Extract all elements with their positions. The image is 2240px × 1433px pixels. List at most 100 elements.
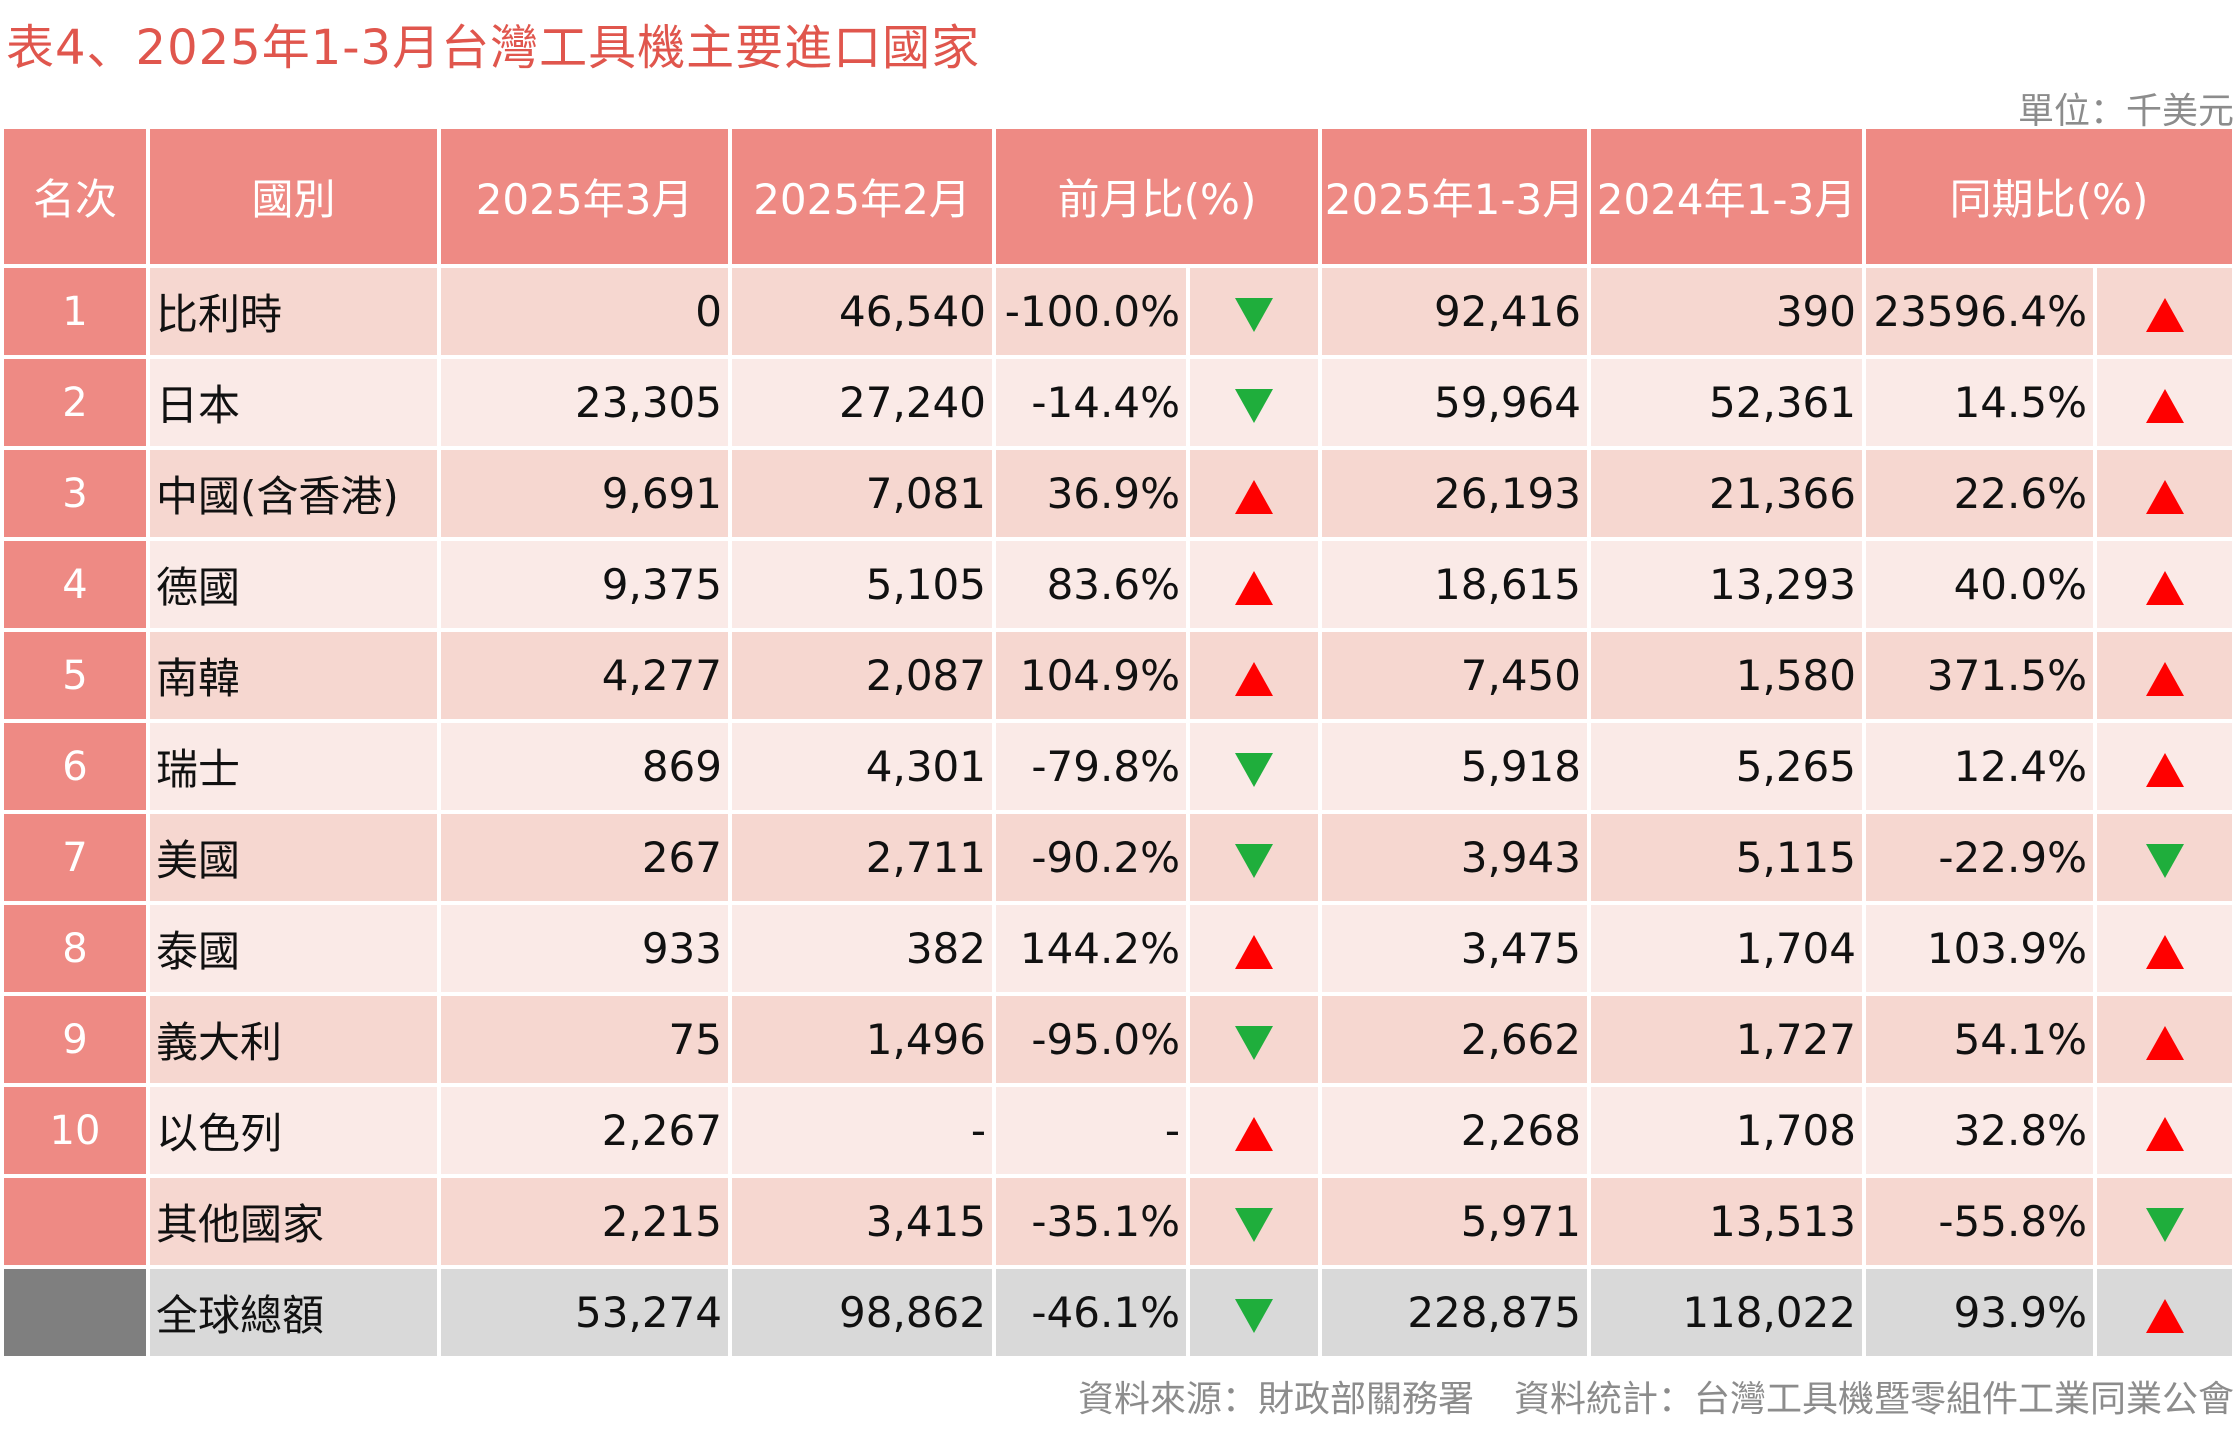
table-row: 6 瑞士 869 4,301 -79.8% 5,918 5,265 12.4% (4, 723, 2236, 814)
feb2025-cell: - (732, 1087, 996, 1178)
mar2025-cell: 9,375 (441, 541, 732, 632)
arrow-up-icon (2145, 297, 2184, 332)
import-countries-table: 名次 國別 2025年3月 2025年2月 前月比(%) 2025年1-3月 2… (4, 129, 2236, 1360)
table-row: 其他國家 2,215 3,415 -35.1% 5,971 13,513 -55.8% (4, 1178, 2236, 1269)
mar2025-cell: 23,305 (441, 359, 732, 450)
source-text: 資料來源：財政部關務署 (1077, 1379, 1474, 1420)
table-row: 1 比利時 0 46,540 -100.0% 92,416 390 23596.4% (4, 268, 2236, 359)
mom-arrow (1190, 905, 1322, 996)
table-row: 7 美國 267 2,711 -90.2% 3,943 5,115 -22.9% (4, 814, 2236, 905)
arrow-up-icon (1235, 661, 1273, 696)
mar2025-cell: 267 (441, 814, 732, 905)
rank-cell: 10 (4, 1087, 150, 1178)
table-title: 表4、2025年1-3月台灣工具機主要進口國家 (6, 20, 981, 76)
mar2025-cell: 2,215 (441, 1178, 732, 1269)
rank-cell (4, 1269, 150, 1360)
yoy-arrow (2097, 723, 2236, 814)
feb2025-cell: 3,415 (732, 1178, 996, 1269)
yoy-cell: 23596.4% (1866, 268, 2097, 359)
q1-2024-cell: 21,366 (1591, 450, 1866, 541)
yoy-cell: -55.8% (1866, 1178, 2097, 1269)
country-cell: 南韓 (150, 632, 441, 723)
mom-arrow (1190, 996, 1322, 1087)
header-q1-2025: 2025年1-3月 (1322, 129, 1591, 268)
arrow-down-icon (2145, 1207, 2184, 1242)
q1-2024-cell: 5,265 (1591, 723, 1866, 814)
q1-2025-cell: 228,875 (1322, 1269, 1591, 1360)
yoy-cell: -22.9% (1866, 814, 2097, 905)
rank-cell: 6 (4, 723, 150, 814)
q1-2024-cell: 1,708 (1591, 1087, 1866, 1178)
mom-arrow (1190, 359, 1322, 450)
arrow-down-icon (1235, 1298, 1273, 1333)
arrow-up-icon (2145, 570, 2184, 605)
yoy-arrow (2097, 541, 2236, 632)
yoy-cell: 93.9% (1866, 1269, 2097, 1360)
country-cell: 以色列 (150, 1087, 441, 1178)
yoy-cell: 22.6% (1866, 450, 2097, 541)
header-mom: 前月比(%) (996, 129, 1322, 268)
mar2025-cell: 933 (441, 905, 732, 996)
feb2025-cell: 1,496 (732, 996, 996, 1087)
q1-2025-cell: 3,943 (1322, 814, 1591, 905)
q1-2024-cell: 390 (1591, 268, 1866, 359)
arrow-up-icon (2145, 1025, 2184, 1060)
yoy-arrow (2097, 450, 2236, 541)
mom-cell: 144.2% (996, 905, 1190, 996)
country-cell: 瑞士 (150, 723, 441, 814)
mom-arrow (1190, 723, 1322, 814)
mom-arrow (1190, 1178, 1322, 1269)
yoy-arrow (2097, 359, 2236, 450)
source-footer: 資料來源：財政部關務署 資料統計：台灣工具機暨零組件工業同業公會 (1078, 1370, 2234, 1422)
mom-cell: 36.9% (996, 450, 1190, 541)
arrow-down-icon (1235, 843, 1273, 878)
mar2025-cell: 9,691 (441, 450, 732, 541)
mom-cell: 83.6% (996, 541, 1190, 632)
mar2025-cell: 2,267 (441, 1087, 732, 1178)
yoy-cell: 40.0% (1866, 541, 2097, 632)
yoy-arrow (2097, 996, 2236, 1087)
unit-label: 單位：千美元 (2017, 91, 2234, 132)
feb2025-cell: 2,711 (732, 814, 996, 905)
rank-cell (4, 1178, 150, 1269)
table-row: 5 南韓 4,277 2,087 104.9% 7,450 1,580 371.5% (4, 632, 2236, 723)
arrow-up-icon (2145, 479, 2184, 514)
q1-2025-cell: 2,268 (1322, 1087, 1591, 1178)
mom-cell: -90.2% (996, 814, 1190, 905)
q1-2024-cell: 1,727 (1591, 996, 1866, 1087)
feb2025-cell: 5,105 (732, 541, 996, 632)
mom-arrow (1190, 632, 1322, 723)
mar2025-cell: 75 (441, 996, 732, 1087)
feb2025-cell: 4,301 (732, 723, 996, 814)
country-cell: 德國 (150, 541, 441, 632)
table-row: 10 以色列 2,267- -2,268 1,708 32.8% (4, 1087, 2236, 1178)
mom-arrow (1190, 814, 1322, 905)
mom-cell: -100.0% (996, 268, 1190, 359)
q1-2025-cell: 59,964 (1322, 359, 1591, 450)
q1-2025-cell: 2,662 (1322, 996, 1591, 1087)
country-cell: 其他國家 (150, 1178, 441, 1269)
mom-arrow (1190, 1087, 1322, 1178)
q1-2025-cell: 26,193 (1322, 450, 1591, 541)
mar2025-cell: 869 (441, 723, 732, 814)
yoy-cell: 103.9% (1866, 905, 2097, 996)
q1-2024-cell: 5,115 (1591, 814, 1866, 905)
header-yoy: 同期比(%) (1866, 129, 2236, 268)
mar2025-cell: 53,274 (441, 1269, 732, 1360)
yoy-arrow (2097, 632, 2236, 723)
country-cell: 全球總額 (150, 1269, 441, 1360)
mom-cell: -35.1% (996, 1178, 1190, 1269)
yoy-cell: 32.8% (1866, 1087, 2097, 1178)
feb2025-cell: 382 (732, 905, 996, 996)
table-row: 2 日本 23,305 27,240 -14.4% 59,964 52,361 14.5% (4, 359, 2236, 450)
arrow-up-icon (2145, 934, 2184, 969)
mar2025-cell: 4,277 (441, 632, 732, 723)
q1-2024-cell: 52,361 (1591, 359, 1866, 450)
table-row: 9 義大利 75 1,496 -95.0% 2,662 1,727 54.1% (4, 996, 2236, 1087)
mom-cell: 104.9% (996, 632, 1190, 723)
rank-cell: 8 (4, 905, 150, 996)
mom-arrow (1190, 450, 1322, 541)
arrow-down-icon (1235, 297, 1273, 332)
yoy-arrow (2097, 1269, 2236, 1360)
q1-2024-cell: 118,022 (1591, 1269, 1866, 1360)
